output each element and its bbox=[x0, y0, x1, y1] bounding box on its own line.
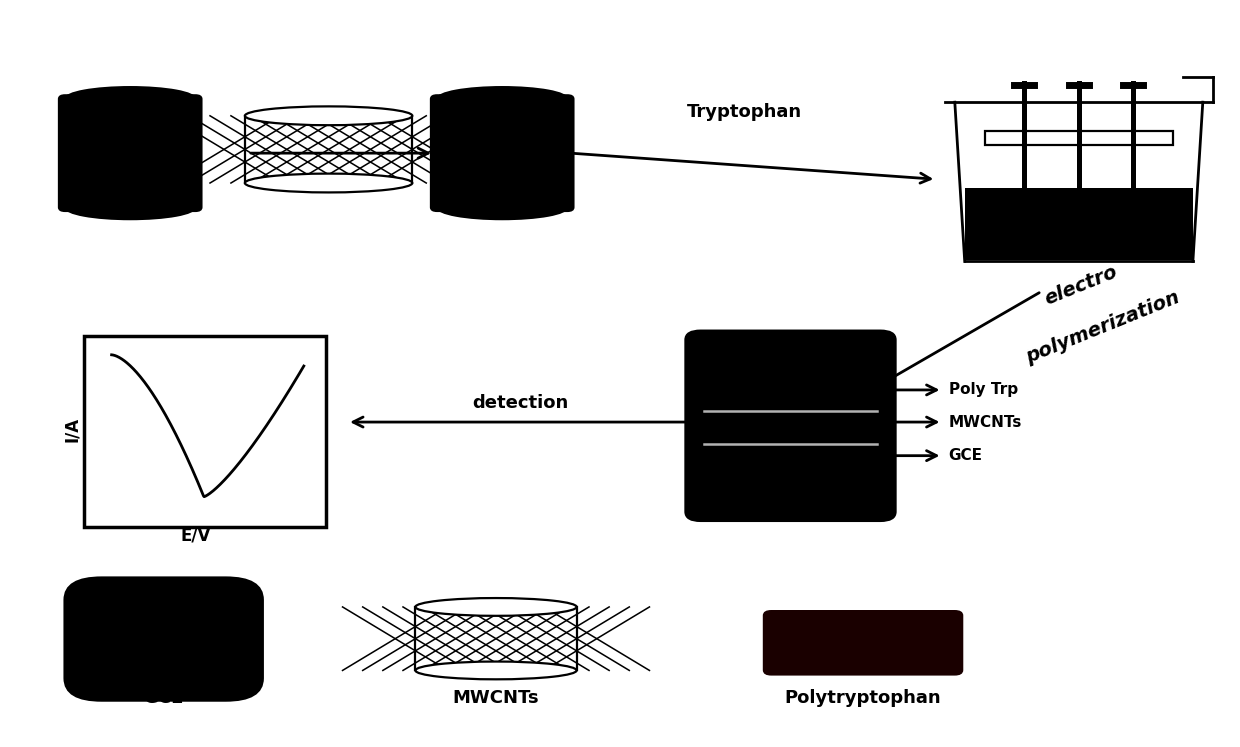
Ellipse shape bbox=[246, 173, 412, 193]
Text: polymerization: polymerization bbox=[1023, 288, 1183, 367]
Text: MWCNTs: MWCNTs bbox=[949, 415, 1022, 430]
Ellipse shape bbox=[438, 196, 568, 219]
FancyBboxPatch shape bbox=[432, 95, 573, 211]
Ellipse shape bbox=[64, 196, 195, 219]
Bar bbox=[415, 607, 577, 671]
FancyBboxPatch shape bbox=[686, 331, 895, 521]
Text: GCE: GCE bbox=[949, 448, 982, 463]
Bar bbox=[84, 336, 326, 527]
Text: Polytryptophan: Polytryptophan bbox=[785, 689, 941, 707]
Bar bbox=[415, 607, 577, 671]
Bar bbox=[415, 607, 577, 671]
Bar bbox=[84, 336, 326, 527]
Text: detection: detection bbox=[472, 394, 569, 412]
Text: I/A: I/A bbox=[63, 417, 81, 442]
FancyBboxPatch shape bbox=[60, 95, 201, 211]
FancyBboxPatch shape bbox=[64, 577, 263, 701]
Text: E/V: E/V bbox=[181, 527, 211, 545]
Polygon shape bbox=[965, 187, 1193, 259]
Text: MWCNTs: MWCNTs bbox=[453, 689, 539, 707]
Ellipse shape bbox=[415, 662, 577, 679]
Bar bbox=[246, 116, 412, 183]
Bar bbox=[985, 131, 1173, 145]
Text: Poly Trp: Poly Trp bbox=[949, 382, 1018, 397]
Text: Tryptophan: Tryptophan bbox=[687, 103, 801, 121]
Ellipse shape bbox=[438, 87, 568, 111]
Ellipse shape bbox=[246, 106, 412, 125]
Text: GCE: GCE bbox=[144, 689, 184, 707]
Text: electro: electro bbox=[1042, 262, 1120, 309]
Bar bbox=[246, 116, 412, 183]
Bar bbox=[246, 116, 412, 183]
Ellipse shape bbox=[415, 598, 577, 616]
Ellipse shape bbox=[64, 87, 195, 111]
FancyBboxPatch shape bbox=[764, 611, 962, 675]
